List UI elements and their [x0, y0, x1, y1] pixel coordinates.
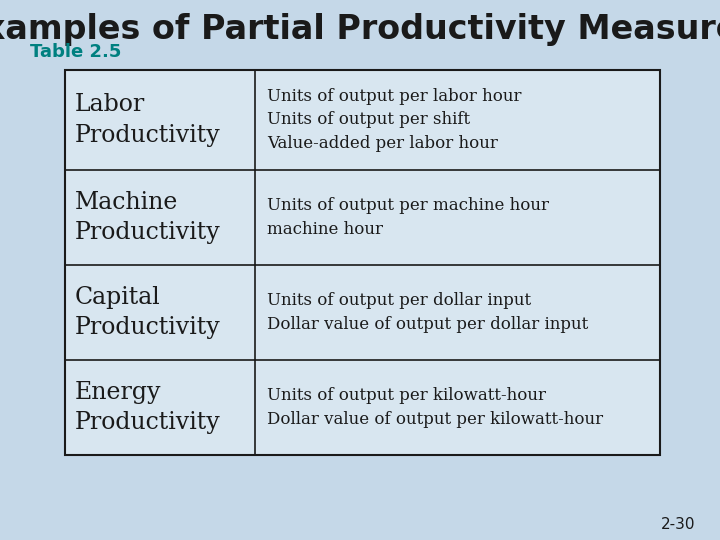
Text: Units of output per kilowatt-hour
Dollar value of output per kilowatt-hour: Units of output per kilowatt-hour Dollar…: [267, 387, 603, 428]
Text: Energy
Productivity: Energy Productivity: [75, 381, 221, 434]
Bar: [65, 70, 660, 455]
Text: Units of output per labor hour
Units of output per shift
Value-added per labor h: Units of output per labor hour Units of …: [267, 88, 521, 152]
Text: Examples of Partial Productivity Measures: Examples of Partial Productivity Measure…: [0, 14, 720, 46]
Text: Units of output per machine hour
machine hour: Units of output per machine hour machine…: [267, 197, 549, 238]
Text: 2-30: 2-30: [660, 517, 695, 532]
Text: Labor
Productivity: Labor Productivity: [75, 93, 221, 146]
Text: Capital
Productivity: Capital Productivity: [75, 286, 221, 339]
Text: Table 2.5: Table 2.5: [30, 43, 122, 61]
Text: Units of output per dollar input
Dollar value of output per dollar input: Units of output per dollar input Dollar …: [267, 292, 588, 333]
Text: Machine
Productivity: Machine Productivity: [75, 191, 221, 244]
